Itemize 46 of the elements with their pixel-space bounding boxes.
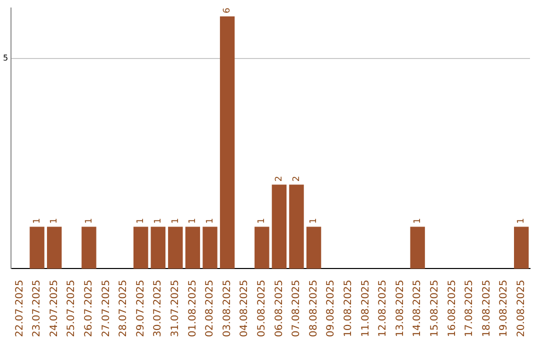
- data-label: 1: [412, 218, 423, 224]
- data-label: 6: [222, 7, 233, 14]
- x-tick-label: 11.08.2025: [360, 280, 372, 338]
- data-label: 1: [188, 218, 198, 224]
- data-label: 1: [257, 218, 268, 224]
- x-tick-label: 30.07.2025: [152, 280, 164, 338]
- data-label: 1: [170, 218, 181, 224]
- x-tick-label: 05.08.2025: [256, 280, 268, 338]
- data-label: 2: [292, 176, 302, 182]
- x-tick-label: 22.07.2025: [14, 280, 26, 338]
- x-tick-label: 31.07.2025: [170, 280, 182, 338]
- data-label: 1: [50, 218, 60, 224]
- x-tick-label: 06.08.2025: [274, 280, 285, 338]
- data-label: 1: [153, 218, 164, 224]
- x-tick-label: 08.08.2025: [308, 280, 320, 338]
- x-tick-label: 20.08.2025: [516, 280, 527, 338]
- x-tick-label: 07.08.2025: [291, 280, 302, 338]
- x-tick-label: 15.08.2025: [429, 280, 440, 338]
- x-tick-label: 29.07.2025: [135, 280, 146, 338]
- x-tick-label: 13.08.2025: [394, 280, 406, 338]
- x-tick-label: 23.07.2025: [32, 280, 43, 338]
- x-tick-label: 28.07.2025: [118, 280, 130, 338]
- y-tick-label: 5: [2, 54, 8, 63]
- data-label: 1: [84, 218, 94, 224]
- data-label: 1: [516, 218, 527, 224]
- x-tick-label: 14.08.2025: [412, 280, 424, 338]
- x-tick-label: 26.07.2025: [84, 280, 95, 338]
- x-tick-label: 04.08.2025: [239, 280, 250, 338]
- x-tick-label: 09.08.2025: [326, 280, 337, 338]
- x-tick-label: 10.08.2025: [342, 280, 354, 338]
- x-tick-label: 16.08.2025: [446, 280, 458, 338]
- x-tick-label: 01.08.2025: [187, 280, 198, 338]
- data-label: 1: [309, 218, 320, 224]
- x-tick-label: 19.08.2025: [498, 280, 510, 338]
- x-tick-label: 12.08.2025: [378, 280, 389, 338]
- data-label: 1: [32, 218, 42, 224]
- x-tick-label: 03.08.2025: [222, 280, 233, 338]
- x-tick-label: 18.08.2025: [481, 280, 492, 338]
- x-tick-label: 02.08.2025: [204, 280, 216, 338]
- x-tick-label: 24.07.2025: [48, 280, 60, 338]
- data-label: 1: [205, 218, 216, 224]
- data-label: 1: [136, 218, 146, 224]
- data-label: 2: [274, 176, 285, 182]
- x-tick-label: 25.07.2025: [66, 280, 78, 338]
- x-tick-label: 27.07.2025: [100, 280, 112, 338]
- x-tick-label: 17.08.2025: [464, 280, 476, 338]
